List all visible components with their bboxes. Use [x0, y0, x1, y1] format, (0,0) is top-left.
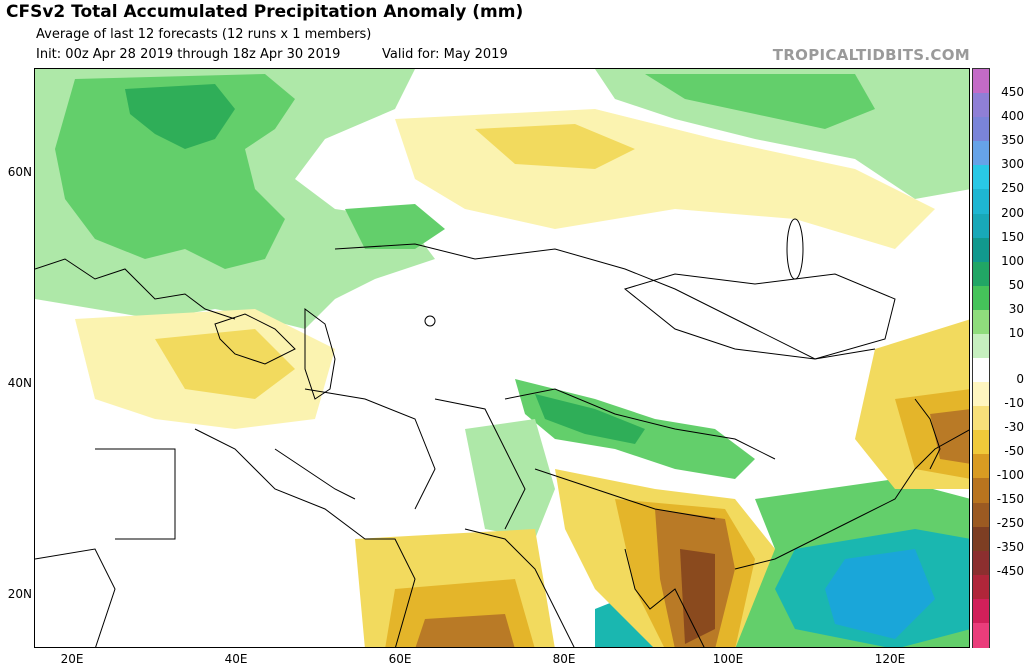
coast-black-sea	[214, 313, 296, 365]
colorbar-segment	[973, 165, 989, 191]
coast-se-asia	[734, 429, 969, 570]
colorbar-segment	[973, 93, 989, 119]
colorbar-label: 150	[1001, 229, 1024, 244]
wet-region-tibet-core	[535, 394, 645, 444]
lat-label-40n: 40N	[7, 376, 32, 390]
border-kazakh	[334, 243, 876, 360]
lon-label-40e: 40E	[224, 652, 248, 666]
wet-region-taiwan-cyan	[825, 549, 935, 639]
border-himalaya	[534, 468, 716, 520]
coastlines-borders	[35, 218, 969, 647]
colorbar	[972, 68, 990, 648]
precip-anomaly-map	[34, 68, 970, 648]
colorbar-segment	[973, 141, 989, 167]
dry-anomaly-regions	[75, 109, 969, 647]
coast-europe	[35, 258, 236, 320]
init-time-label: Init: 00z Apr 28 2019 through 18z Apr 30…	[36, 47, 341, 62]
colorbar-segment	[973, 478, 989, 504]
colorbar-label: 400	[1001, 109, 1024, 124]
lon-label-20e: 20E	[60, 652, 84, 666]
border-iran	[304, 388, 436, 510]
colorbar-label: -50	[1004, 443, 1024, 458]
lat-label-60n: 60N	[7, 165, 32, 179]
lon-label-60e: 60E	[388, 652, 412, 666]
wet-region-pakistan	[465, 419, 555, 539]
colorbar-label: 200	[1001, 205, 1024, 220]
map-svg	[35, 69, 969, 647]
colorbar-segment	[973, 382, 989, 408]
lat-label-20n: 20N	[7, 587, 32, 601]
colorbar-segment	[973, 406, 989, 432]
colorbar-label: 250	[1001, 181, 1024, 196]
lon-label-100e: 100E	[712, 652, 744, 666]
colorbar-label: 100	[1001, 253, 1024, 268]
coast-arabian	[194, 428, 416, 647]
coast-bay-bengal	[624, 548, 705, 647]
colorbar-segment	[973, 358, 989, 383]
colorbar-segment	[973, 598, 989, 624]
wet-region-central-asia	[345, 204, 445, 249]
colorbar-segment	[973, 526, 989, 552]
colorbar-label: 450	[1001, 85, 1024, 100]
border-pakistan	[434, 398, 526, 530]
border-egypt	[95, 448, 176, 540]
coast-korea	[914, 398, 941, 470]
colorbar-segment	[973, 502, 989, 528]
lake-baikal	[786, 218, 804, 280]
colorbar-segment	[973, 550, 989, 576]
wet-region-arctic-east-core	[645, 74, 875, 129]
border-mongolia	[623, 273, 896, 360]
chart-subtitle: Average of last 12 forecasts (12 runs x …	[36, 27, 372, 42]
lake-balkhash	[424, 315, 436, 327]
valid-time-label: Valid for: May 2019	[382, 47, 508, 62]
colorbar-segment	[973, 213, 989, 239]
colorbar-label: 10	[1008, 325, 1024, 340]
dry-region-myanmar-core	[680, 549, 715, 644]
colorbar-segment	[973, 454, 989, 480]
colorbar-label: 350	[1001, 133, 1024, 148]
colorbar-label: 0	[1016, 371, 1024, 386]
colorbar-label: -150	[996, 492, 1024, 507]
colorbar-segment	[973, 430, 989, 456]
wet-region-europe-strong	[125, 84, 235, 149]
colorbar-label: 300	[1001, 157, 1024, 172]
colorbar-segment	[973, 117, 989, 143]
dry-region-mideast-mid	[155, 329, 295, 399]
colorbar-label: -450	[996, 564, 1024, 579]
colorbar-segment	[973, 261, 989, 287]
coast-india	[464, 528, 575, 647]
colorbar-label: 30	[1008, 301, 1024, 316]
colorbar-segment	[973, 309, 989, 335]
colorbar-label: -350	[996, 540, 1024, 555]
colorbar-segment	[973, 189, 989, 215]
colorbar-segment	[973, 69, 989, 94]
wet-anomaly-regions	[35, 69, 969, 647]
border-tibet	[504, 388, 776, 460]
colorbar-label: -100	[996, 468, 1024, 482]
colorbar-segment	[973, 333, 989, 359]
wet-region-europe-core	[55, 74, 295, 269]
colorbar-segment	[973, 237, 989, 263]
dry-region-siberia-mid	[475, 124, 635, 169]
lon-label-80e: 80E	[552, 652, 576, 666]
border-africa	[35, 548, 116, 647]
colorbar-label: 50	[1008, 277, 1024, 292]
dry-region-arabian-deep	[415, 614, 515, 647]
chart-title: CFSv2 Total Accumulated Precipitation An…	[6, 2, 524, 22]
colorbar-label: -10	[1004, 395, 1024, 410]
wet-region-arctic-east	[595, 69, 969, 199]
coast-persian-gulf	[274, 448, 356, 500]
colorbar-segment	[973, 285, 989, 311]
colorbar-label: -250	[996, 516, 1024, 531]
lon-label-120e: 120E	[874, 652, 906, 666]
coast-caspian	[304, 308, 336, 400]
colorbar-segment	[973, 622, 989, 648]
colorbar-label: -30	[1004, 419, 1024, 434]
colorbar-segment	[973, 574, 989, 600]
brand-watermark: TROPICALTIDBITS.COM	[772, 46, 970, 64]
